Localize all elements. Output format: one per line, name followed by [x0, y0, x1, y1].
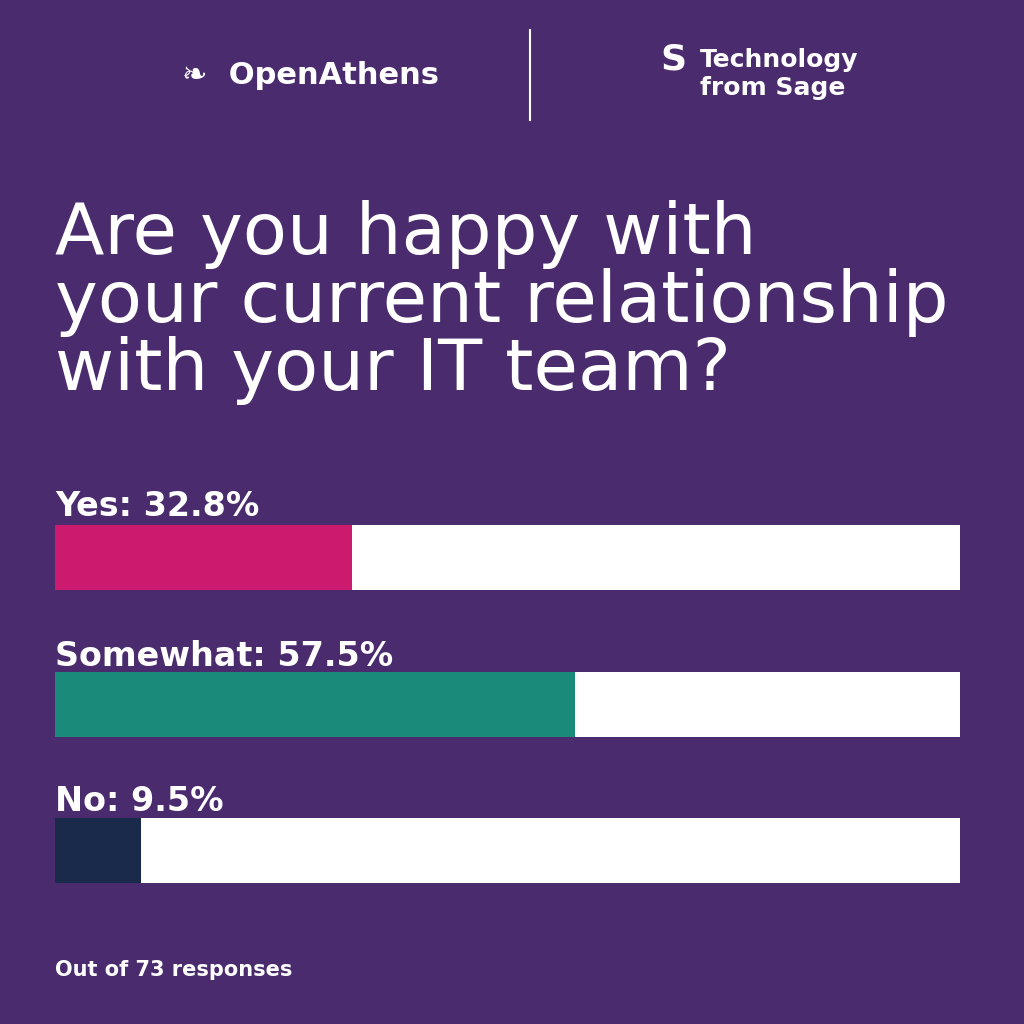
Text: your current relationship: your current relationship: [55, 268, 948, 337]
Bar: [55, 672, 575, 737]
Text: Technology: Technology: [700, 48, 858, 72]
Text: ❧  OpenAthens: ❧ OpenAthens: [181, 60, 438, 89]
Bar: [55, 525, 352, 590]
Bar: [55, 525, 961, 590]
Text: with your IT team?: with your IT team?: [55, 336, 731, 406]
Text: Yes: 32.8%: Yes: 32.8%: [55, 490, 259, 523]
Text: from Sage: from Sage: [700, 76, 846, 100]
Bar: [55, 818, 141, 883]
Bar: [55, 672, 961, 737]
Text: Are you happy with: Are you happy with: [55, 200, 757, 269]
Text: Out of 73 responses: Out of 73 responses: [55, 961, 293, 980]
Bar: [55, 818, 961, 883]
Text: No: 9.5%: No: 9.5%: [55, 785, 223, 818]
Text: S: S: [660, 43, 686, 77]
Text: Somewhat: 57.5%: Somewhat: 57.5%: [55, 640, 393, 673]
